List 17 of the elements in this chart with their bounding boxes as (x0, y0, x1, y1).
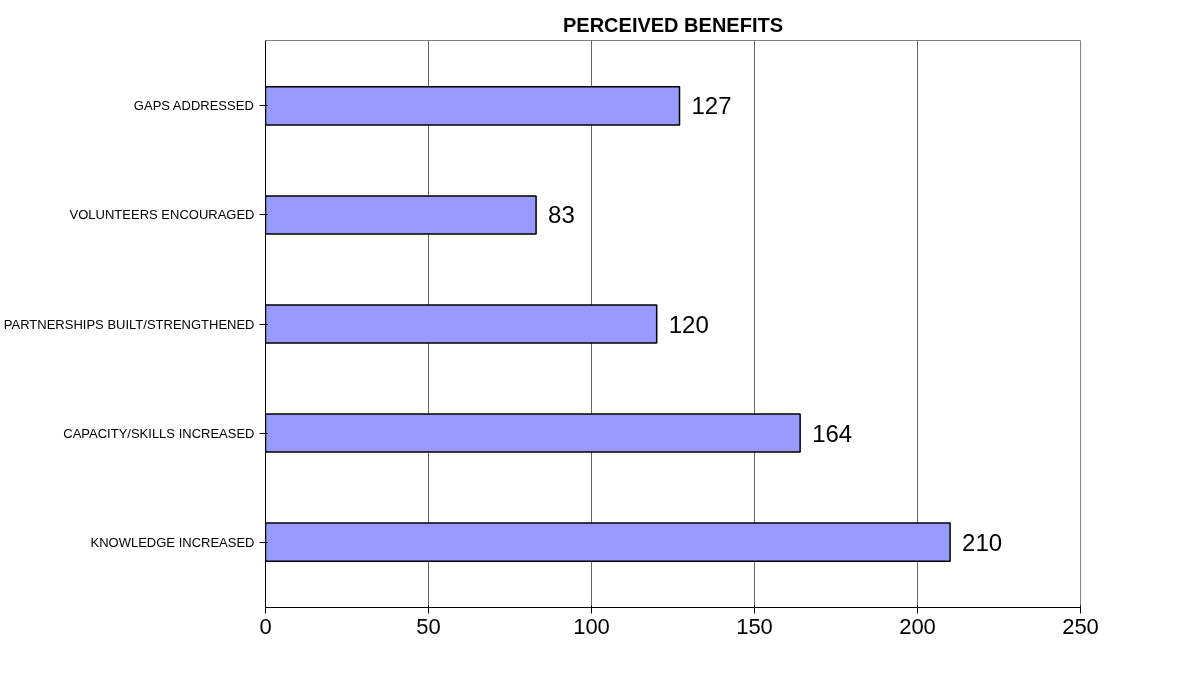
x-tick-label: 250 (1062, 613, 1099, 639)
y-tick-label: GAPS ADDRESSED (133, 98, 254, 114)
x-tick-label: 150 (736, 613, 773, 639)
x-tick-label: 0 (259, 613, 272, 639)
x-tick-label: 50 (416, 613, 441, 639)
data-label: 83 (548, 201, 575, 229)
y-tick-label: KNOWLEDGE INCREASED (90, 534, 255, 550)
y-tick-label: VOLUNTEERS ENCOURAGED (69, 207, 255, 223)
data-label: 210 (962, 528, 1003, 556)
data-label: 164 (812, 419, 853, 447)
x-tick-label: 200 (899, 613, 936, 639)
data-label: 120 (668, 310, 709, 338)
data-label: 127 (691, 92, 732, 120)
chart-title: PERCEIVED BENEFITS (562, 13, 784, 36)
y-tick-label: PARTNERSHIPS BUILT/STRENGTHENED (3, 316, 255, 332)
y-tick-label: CAPACITY/SKILLS INCREASED (63, 425, 255, 441)
x-tick-label: 100 (573, 613, 610, 639)
